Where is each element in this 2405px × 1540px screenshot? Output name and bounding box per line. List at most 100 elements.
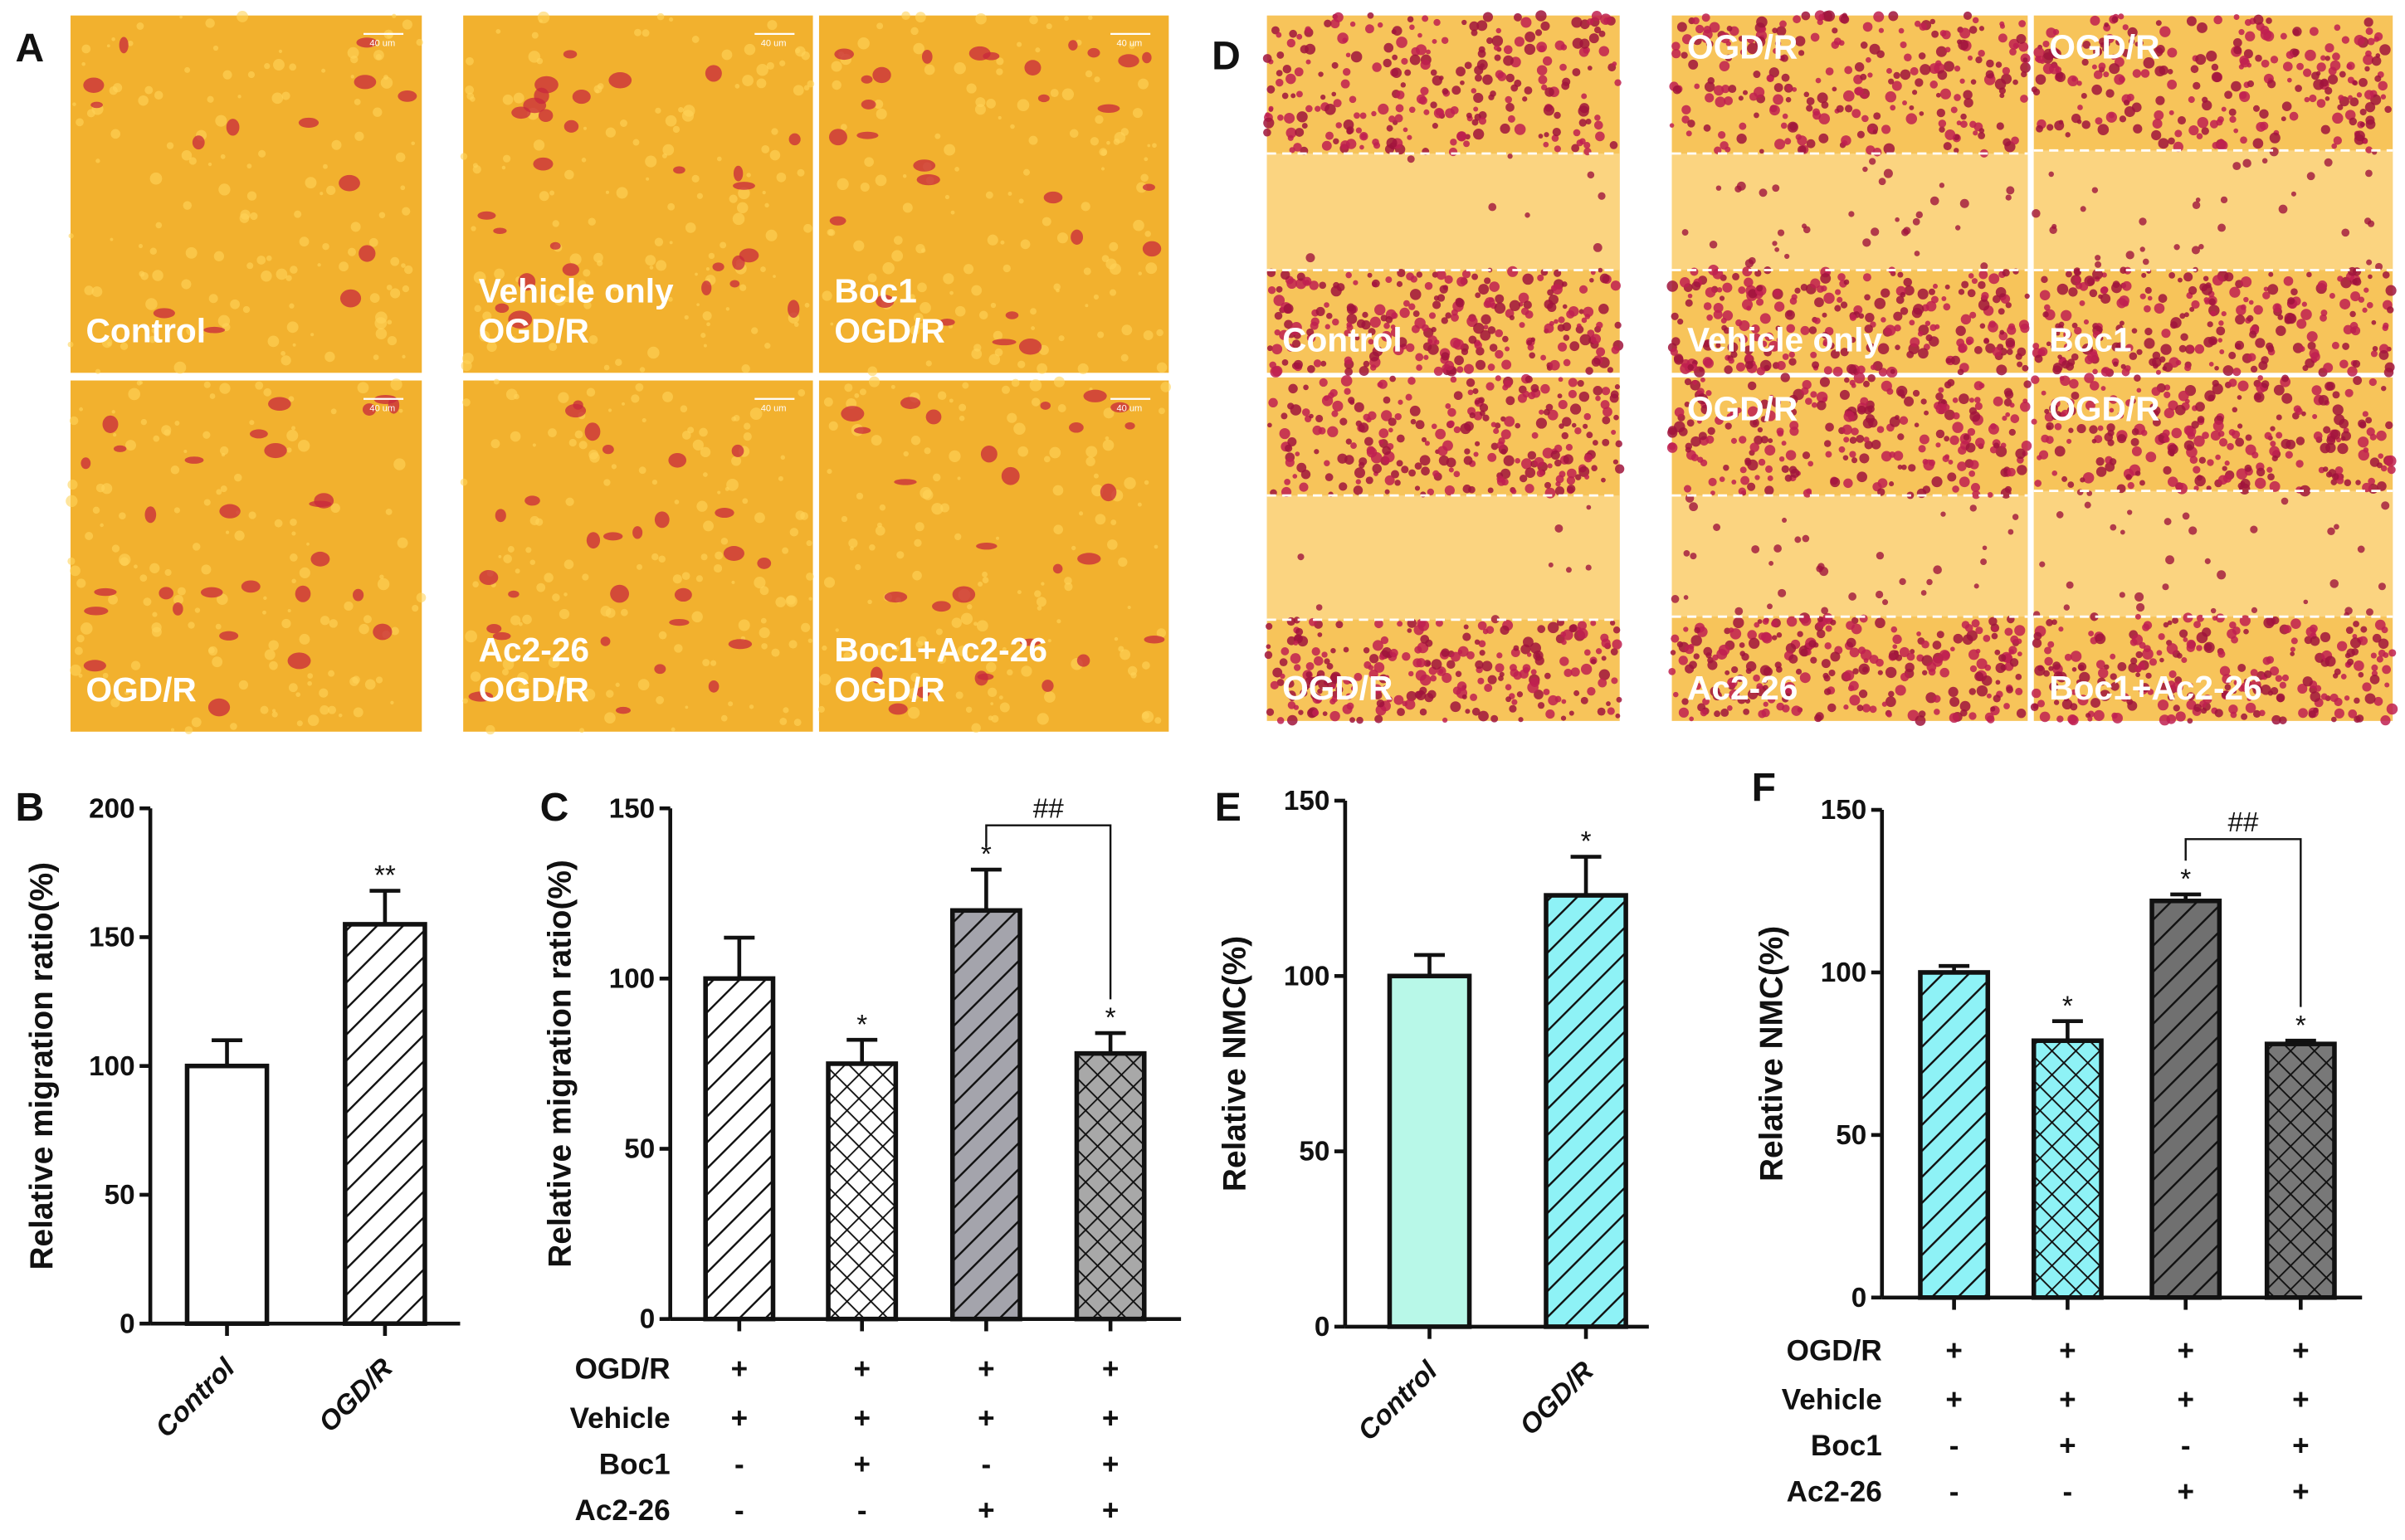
stained-cell — [1124, 422, 1135, 430]
migrated-cell — [1271, 344, 1283, 355]
migrated-cell — [1981, 291, 1989, 300]
stained-cell — [173, 602, 183, 616]
migrated-cell — [1396, 37, 1407, 48]
migrated-cell — [1346, 128, 1354, 135]
migrated-cell — [2347, 366, 2358, 377]
migrated-cell — [1349, 21, 1356, 27]
migrated-cell — [2152, 357, 2162, 368]
migrated-cell — [2281, 101, 2292, 112]
texture-speck — [823, 577, 836, 588]
texture-speck — [848, 538, 858, 548]
migrated-cell — [2247, 353, 2256, 362]
migrated-cell — [1720, 317, 1727, 324]
migrated-cell — [2220, 196, 2228, 204]
texture-speck — [219, 446, 229, 456]
migrated-cell — [1478, 117, 1487, 125]
migrated-cell — [1346, 314, 1358, 324]
migrated-cell — [2033, 46, 2045, 58]
migrated-cell — [2098, 667, 2109, 679]
migrated-cell — [1471, 88, 1477, 94]
migrated-cell — [1480, 329, 1491, 341]
migrated-cell — [2030, 703, 2039, 712]
migrated-cell — [1518, 292, 1529, 304]
migrated-cell — [1477, 621, 1487, 631]
migrated-cell — [1754, 36, 1766, 47]
migrated-cell — [1285, 73, 1296, 85]
texture-speck — [743, 432, 752, 441]
migrated-cell — [1929, 80, 1939, 89]
migrated-cell — [1900, 291, 1906, 298]
migrated-cell — [2104, 432, 2114, 442]
migrated-cell — [2332, 112, 2344, 124]
texture-speck — [92, 506, 100, 514]
stained-cell — [834, 48, 855, 61]
migrated-cell — [1615, 464, 1625, 474]
migrated-cell — [1732, 272, 1740, 280]
migrated-cell — [2244, 464, 2252, 472]
migrated-cell — [2237, 395, 2242, 400]
stained-cell — [533, 157, 554, 171]
migrated-cell — [1495, 27, 1501, 34]
migrated-cell — [2053, 699, 2060, 705]
texture-speck — [1064, 582, 1073, 592]
significance-marker: * — [2062, 991, 2073, 1021]
migrated-cell — [1457, 649, 1463, 655]
migrated-cell — [1849, 451, 1856, 458]
migrated-cell — [1736, 133, 1747, 144]
migrated-cell — [1463, 456, 1473, 465]
texture-speck — [728, 701, 734, 707]
migrated-cell — [1356, 716, 1363, 724]
migrated-cell — [2353, 660, 2364, 671]
migrated-cell — [2000, 468, 2010, 477]
migrated-cell — [2090, 612, 2099, 621]
migrated-cell — [2353, 277, 2362, 286]
migrated-cell — [1406, 272, 1414, 281]
migrated-cell — [1802, 451, 1811, 460]
migrated-cell — [1860, 397, 1869, 406]
migrated-cell — [2109, 395, 2118, 404]
stained-cell — [872, 66, 891, 84]
stained-cell — [1040, 401, 1051, 410]
migrated-cell — [1780, 373, 1790, 383]
texture-speck — [1160, 382, 1172, 392]
migrated-cell — [1487, 487, 1494, 494]
texture-speck — [152, 270, 163, 281]
migrated-cell — [1943, 142, 1952, 151]
migrated-cell — [1828, 669, 1836, 677]
migrated-cell — [1312, 425, 1322, 436]
migrated-cell — [2189, 306, 2195, 312]
migrated-cell — [1500, 448, 1507, 455]
texture-speck — [110, 129, 121, 139]
migrated-cell — [1818, 13, 1825, 21]
migrated-cell — [1316, 670, 1325, 679]
migrated-cell — [1597, 707, 1606, 716]
migrated-cell — [1852, 668, 1859, 675]
migrated-cell — [2077, 694, 2089, 706]
migrated-cell — [1832, 86, 1837, 92]
migrated-cell — [1764, 445, 1776, 456]
stained-cell — [354, 75, 377, 90]
migrated-cell — [1598, 669, 1611, 680]
migrated-cell — [1851, 427, 1859, 436]
texture-speck — [307, 680, 312, 686]
migrated-cell — [2172, 616, 2179, 624]
texture-speck — [390, 378, 402, 391]
migrated-cell — [2282, 61, 2293, 71]
migrated-cell — [1607, 367, 1613, 373]
y-axis-label: Relative NMC(%) — [1217, 936, 1253, 1192]
migrated-cell — [2378, 80, 2388, 91]
texture-speck — [822, 645, 827, 651]
stained-cell — [1076, 654, 1090, 667]
texture-speck — [330, 408, 337, 415]
scale-bar-label: 40 um — [1117, 404, 1143, 414]
migrated-cell — [1901, 464, 1907, 470]
migrated-cell — [1881, 380, 1892, 392]
migrated-cell — [1925, 300, 1937, 312]
y-tick-label: 50 — [1836, 1120, 1866, 1151]
migrated-cell — [1359, 461, 1365, 469]
migrated-cell — [1591, 11, 1603, 22]
migrated-cell — [2039, 290, 2051, 301]
texture-speck — [296, 720, 303, 727]
